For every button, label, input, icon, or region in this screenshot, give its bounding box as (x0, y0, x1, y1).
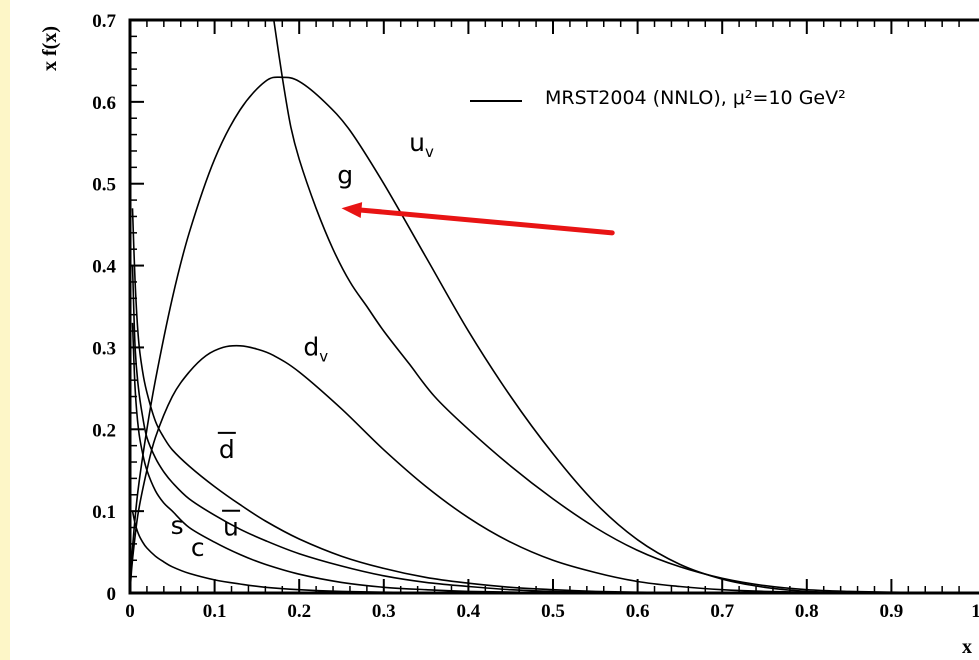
y-tick-label: 0.6 (92, 93, 116, 114)
curve-label-text: u (223, 513, 239, 542)
legend: MRST2004 (NNLO), μ²=10 GeV² (470, 87, 846, 109)
series-line (273, 20, 976, 593)
curve-label-text: s (171, 511, 184, 540)
x-tick-label: 0.8 (795, 601, 819, 622)
series-line (131, 265, 723, 593)
x-tick-label: 0.5 (541, 601, 565, 622)
curve-label: u (222, 509, 241, 542)
curve-label-text: c (191, 533, 205, 562)
curve-label-subscript: v (319, 348, 328, 366)
curve-label-subscript: v (425, 143, 434, 161)
curve-labels: uv g dv d u sc (171, 128, 434, 562)
curve-label: s (171, 511, 184, 540)
curve-label: g (337, 161, 353, 190)
x-tick-label: 0.4 (457, 601, 481, 622)
x-tick-label: 0.7 (710, 601, 734, 622)
series-line (131, 208, 723, 593)
y-tick-label: 0.1 (92, 502, 116, 523)
curve-label: uv (409, 128, 434, 161)
annotation-arrow-shaft (358, 207, 615, 236)
annotation (341, 202, 615, 236)
curves (130, 20, 976, 593)
curve-label-text: d (219, 435, 235, 464)
x-axis-title: x (962, 636, 972, 658)
series-line (131, 510, 469, 593)
axes: x f(x) x (39, 18, 979, 658)
y-tick-label: 0.3 (92, 338, 116, 359)
y-tick-label: 0.5 (92, 175, 116, 196)
y-tick-label: 0.2 (92, 420, 116, 441)
legend-label: MRST2004 (NNLO), μ²=10 GeV² (545, 87, 846, 109)
x-tick-label: 0.9 (880, 601, 904, 622)
series-line (131, 322, 638, 593)
y-tick-label: 0.4 (92, 257, 116, 278)
curve-label: dv (303, 333, 328, 366)
x-tick-label: 0 (125, 601, 135, 622)
series-line (130, 76, 976, 593)
x-tick-label: 0.6 (626, 601, 650, 622)
x-tick-label: 0.2 (287, 601, 311, 622)
x-tick-label: 1 (971, 601, 979, 622)
annotation-arrow-head (341, 202, 363, 219)
y-tick-label: 0 (107, 584, 117, 605)
curve-label-text: g (337, 161, 353, 190)
ticks: 0 0.1 0.2 0.3 0.4 0.5 0.6 0.7 0.8 0.9 1 0 0.1 0.2 0.3 0… (92, 11, 979, 622)
curve-label: d (217, 431, 236, 464)
curve-label-text: uv (409, 128, 434, 161)
y-axis-title: x f(x) (39, 26, 61, 71)
x-tick-label: 0.3 (372, 601, 396, 622)
curve-label-text: dv (303, 333, 328, 366)
y-tick-label: 0.7 (92, 11, 116, 32)
series-line (130, 344, 976, 593)
background-strip (0, 0, 10, 660)
curve-label: c (191, 533, 205, 562)
x-tick-label: 0.1 (203, 601, 227, 622)
